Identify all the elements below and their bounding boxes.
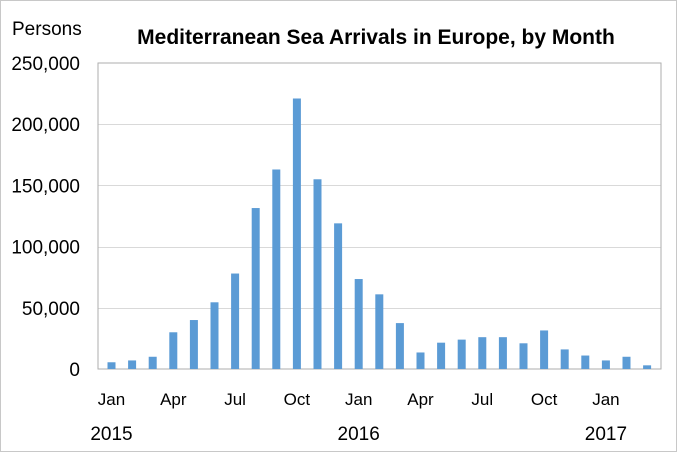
- bar: [128, 360, 137, 369]
- y-tick-label: 50,000: [22, 299, 80, 320]
- x-tick-label: Jan: [98, 390, 125, 409]
- bar: [210, 302, 219, 369]
- bar: [189, 320, 198, 369]
- bar: [643, 365, 652, 369]
- x-tick-label: Jul: [471, 390, 493, 409]
- bar: [581, 355, 590, 369]
- chart-title: Mediterranean Sea Arrivals in Europe, by…: [137, 26, 615, 49]
- bar: [251, 208, 260, 369]
- x-tick-label: Jan: [592, 390, 619, 409]
- bar: [313, 179, 322, 369]
- bar: [437, 342, 446, 369]
- bar: [334, 223, 343, 369]
- bar: [478, 337, 487, 369]
- bar: [148, 356, 157, 369]
- bar: [107, 362, 116, 369]
- y-tick-label: 250,000: [11, 54, 80, 75]
- bar: [416, 352, 425, 369]
- bar: [519, 343, 528, 369]
- y-axis-unit-label: Persons: [12, 19, 82, 40]
- bar: [457, 339, 466, 369]
- y-tick-label: 200,000: [11, 115, 80, 136]
- bar: [601, 360, 610, 369]
- bar: [292, 98, 301, 369]
- bar: [354, 279, 363, 369]
- year-labels: 2015 2016 2017: [90, 424, 627, 445]
- bar: [395, 323, 404, 369]
- bar: [375, 294, 384, 369]
- bar: [498, 337, 507, 369]
- bar: [272, 169, 281, 369]
- gridlines: [98, 124, 661, 309]
- x-axis-ticks: Jan Apr Jul Oct Jan Apr Jul Oct Jan: [98, 390, 620, 409]
- x-tick-label: Oct: [531, 390, 558, 409]
- year-label: 2017: [585, 424, 627, 445]
- bar: [231, 273, 240, 369]
- x-tick-label: Jul: [224, 390, 246, 409]
- bar: [540, 330, 549, 369]
- bar: [169, 332, 178, 369]
- bar: [622, 356, 631, 369]
- x-tick-label: Apr: [407, 390, 434, 409]
- bars: [107, 98, 652, 369]
- y-tick-label: 150,000: [11, 176, 80, 197]
- y-tick-label: 100,000: [11, 238, 80, 259]
- year-label: 2015: [90, 424, 132, 445]
- bar: [560, 349, 569, 369]
- x-tick-label: Apr: [160, 390, 187, 409]
- y-tick-label: 0: [69, 360, 80, 381]
- x-tick-label: Oct: [284, 390, 311, 409]
- y-axis-ticks: 0 50,000 100,000 150,000 200,000 250,000: [11, 54, 80, 381]
- x-tick-label: Jan: [345, 390, 372, 409]
- year-label: 2016: [338, 424, 380, 445]
